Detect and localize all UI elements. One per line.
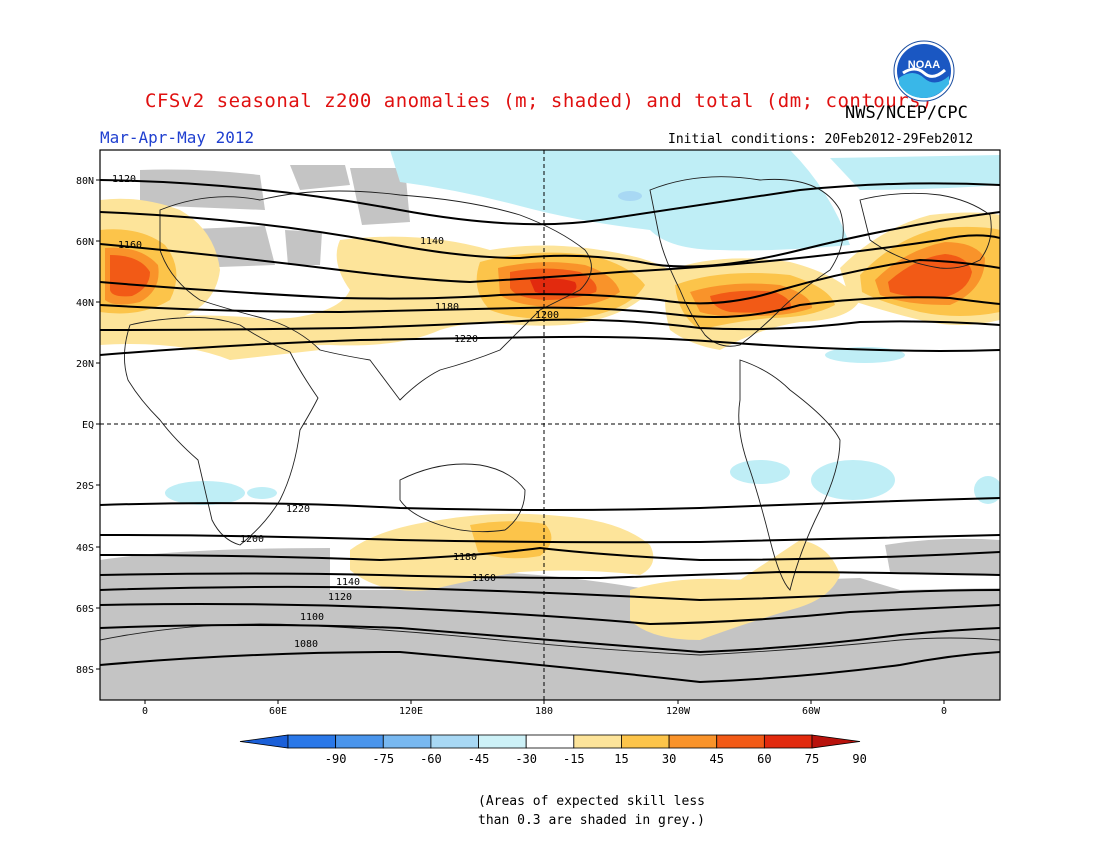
- colorbar-segment: [811, 734, 861, 749]
- lat-label: EQ: [82, 420, 94, 431]
- contour-label: 1100: [300, 612, 324, 623]
- lon-label: 60E: [269, 706, 287, 717]
- lon-label: 0: [941, 706, 947, 717]
- colorbar-tick-label: -90: [325, 752, 347, 766]
- footnote-line-1: (Areas of expected skill less: [478, 794, 705, 809]
- lon-label: 120E: [399, 706, 423, 717]
- logo-text: NOAA: [908, 59, 940, 71]
- colorbar-segment: [668, 734, 718, 749]
- contour-label: 1180: [453, 552, 477, 563]
- footnote-line-2: than 0.3 are shaded in grey.): [478, 813, 705, 828]
- colorbar-segment: [430, 734, 479, 749]
- noaa-logo: NOAA: [893, 40, 955, 102]
- contour-label: 1120: [112, 174, 136, 185]
- contour-label: 1120: [328, 592, 352, 603]
- colorbar-tick-label: 45: [710, 752, 724, 766]
- colorbar-segment: [763, 734, 813, 749]
- contour-label: 1160: [472, 573, 496, 584]
- lat-label: 20S: [76, 481, 94, 492]
- plot-frame: [99, 149, 1001, 701]
- lon-label: 120W: [666, 706, 691, 717]
- contour-label: 1180: [435, 302, 459, 313]
- colorbar-tick-label: 75: [805, 752, 819, 766]
- colorbar-tick-labels: -90 -75 -60 -45 -30 -15 15 30 45 60 75 90: [325, 752, 867, 766]
- colorbar-segment: [478, 734, 527, 749]
- lat-label: 20N: [76, 359, 94, 370]
- colorbar-tick-label: 60: [757, 752, 771, 766]
- colorbar-segment: [525, 734, 575, 749]
- contour-label: 1140: [420, 236, 444, 247]
- lon-label: 0: [142, 706, 148, 717]
- colorbar-segment: [335, 734, 384, 749]
- contour-label: 1160: [118, 240, 142, 251]
- colorbar-tick-label: -75: [372, 752, 394, 766]
- colorbar-tick-label: -15: [563, 752, 585, 766]
- contour-label: 1200: [240, 534, 264, 545]
- lat-label: 60S: [76, 604, 94, 615]
- latitude-labels: 80N 60N 40N 20N EQ 20S 40S 60S 80S: [76, 176, 94, 676]
- contour-label: 1200: [535, 310, 559, 321]
- lon-label: 180: [535, 706, 553, 717]
- colorbar-tick-label: -60: [420, 752, 442, 766]
- longitude-labels: 0 60E 120E 180 120W 60W 0: [142, 706, 947, 717]
- skill-footnote: (Areas of expected skill less than 0.3 a…: [478, 792, 705, 830]
- agency-label: NWS/NCEP/CPC: [845, 103, 968, 123]
- contour-label-group: 1120 1140 1160 1180 1200 1220 1220 1200 …: [112, 174, 559, 650]
- colorbar: [239, 734, 861, 749]
- chart-title: CFSv2 seasonal z200 anomalies (m; shaded…: [145, 90, 933, 112]
- contour-label: 1220: [454, 334, 478, 345]
- lat-label: 80N: [76, 176, 94, 187]
- colorbar-segment: [716, 734, 765, 749]
- contour-label: 1080: [294, 639, 318, 650]
- lon-label: 60W: [802, 706, 821, 717]
- colorbar-tick-label: -30: [515, 752, 537, 766]
- initial-conditions-label: Initial conditions: 20Feb2012-29Feb2012: [668, 132, 974, 147]
- colorbar-tick-label: -45: [468, 752, 490, 766]
- negative-anomalies: [165, 150, 1000, 505]
- lat-label: 40S: [76, 543, 94, 554]
- height-contours: [100, 179, 1000, 684]
- colorbar-segment: [382, 734, 432, 749]
- colorbar-tick-label: 15: [614, 752, 628, 766]
- lat-label: 80S: [76, 665, 94, 676]
- latitude-ticks: [96, 179, 100, 670]
- colorbar-segment: [573, 734, 622, 749]
- lat-label: 40N: [76, 298, 94, 309]
- colorbar-segment: [287, 734, 337, 749]
- contour-label: 1140: [336, 577, 360, 588]
- deeper-negative: [618, 191, 642, 201]
- longitude-ticks: [144, 700, 945, 704]
- contour-label: 1220: [286, 504, 310, 515]
- colorbar-segment: [239, 734, 289, 749]
- season-label: Mar-Apr-May 2012: [100, 128, 255, 147]
- lat-label: 60N: [76, 237, 94, 248]
- colorbar-tick-label: 90: [852, 752, 866, 766]
- colorbar-segment: [621, 734, 670, 749]
- colorbar-tick-label: 30: [662, 752, 676, 766]
